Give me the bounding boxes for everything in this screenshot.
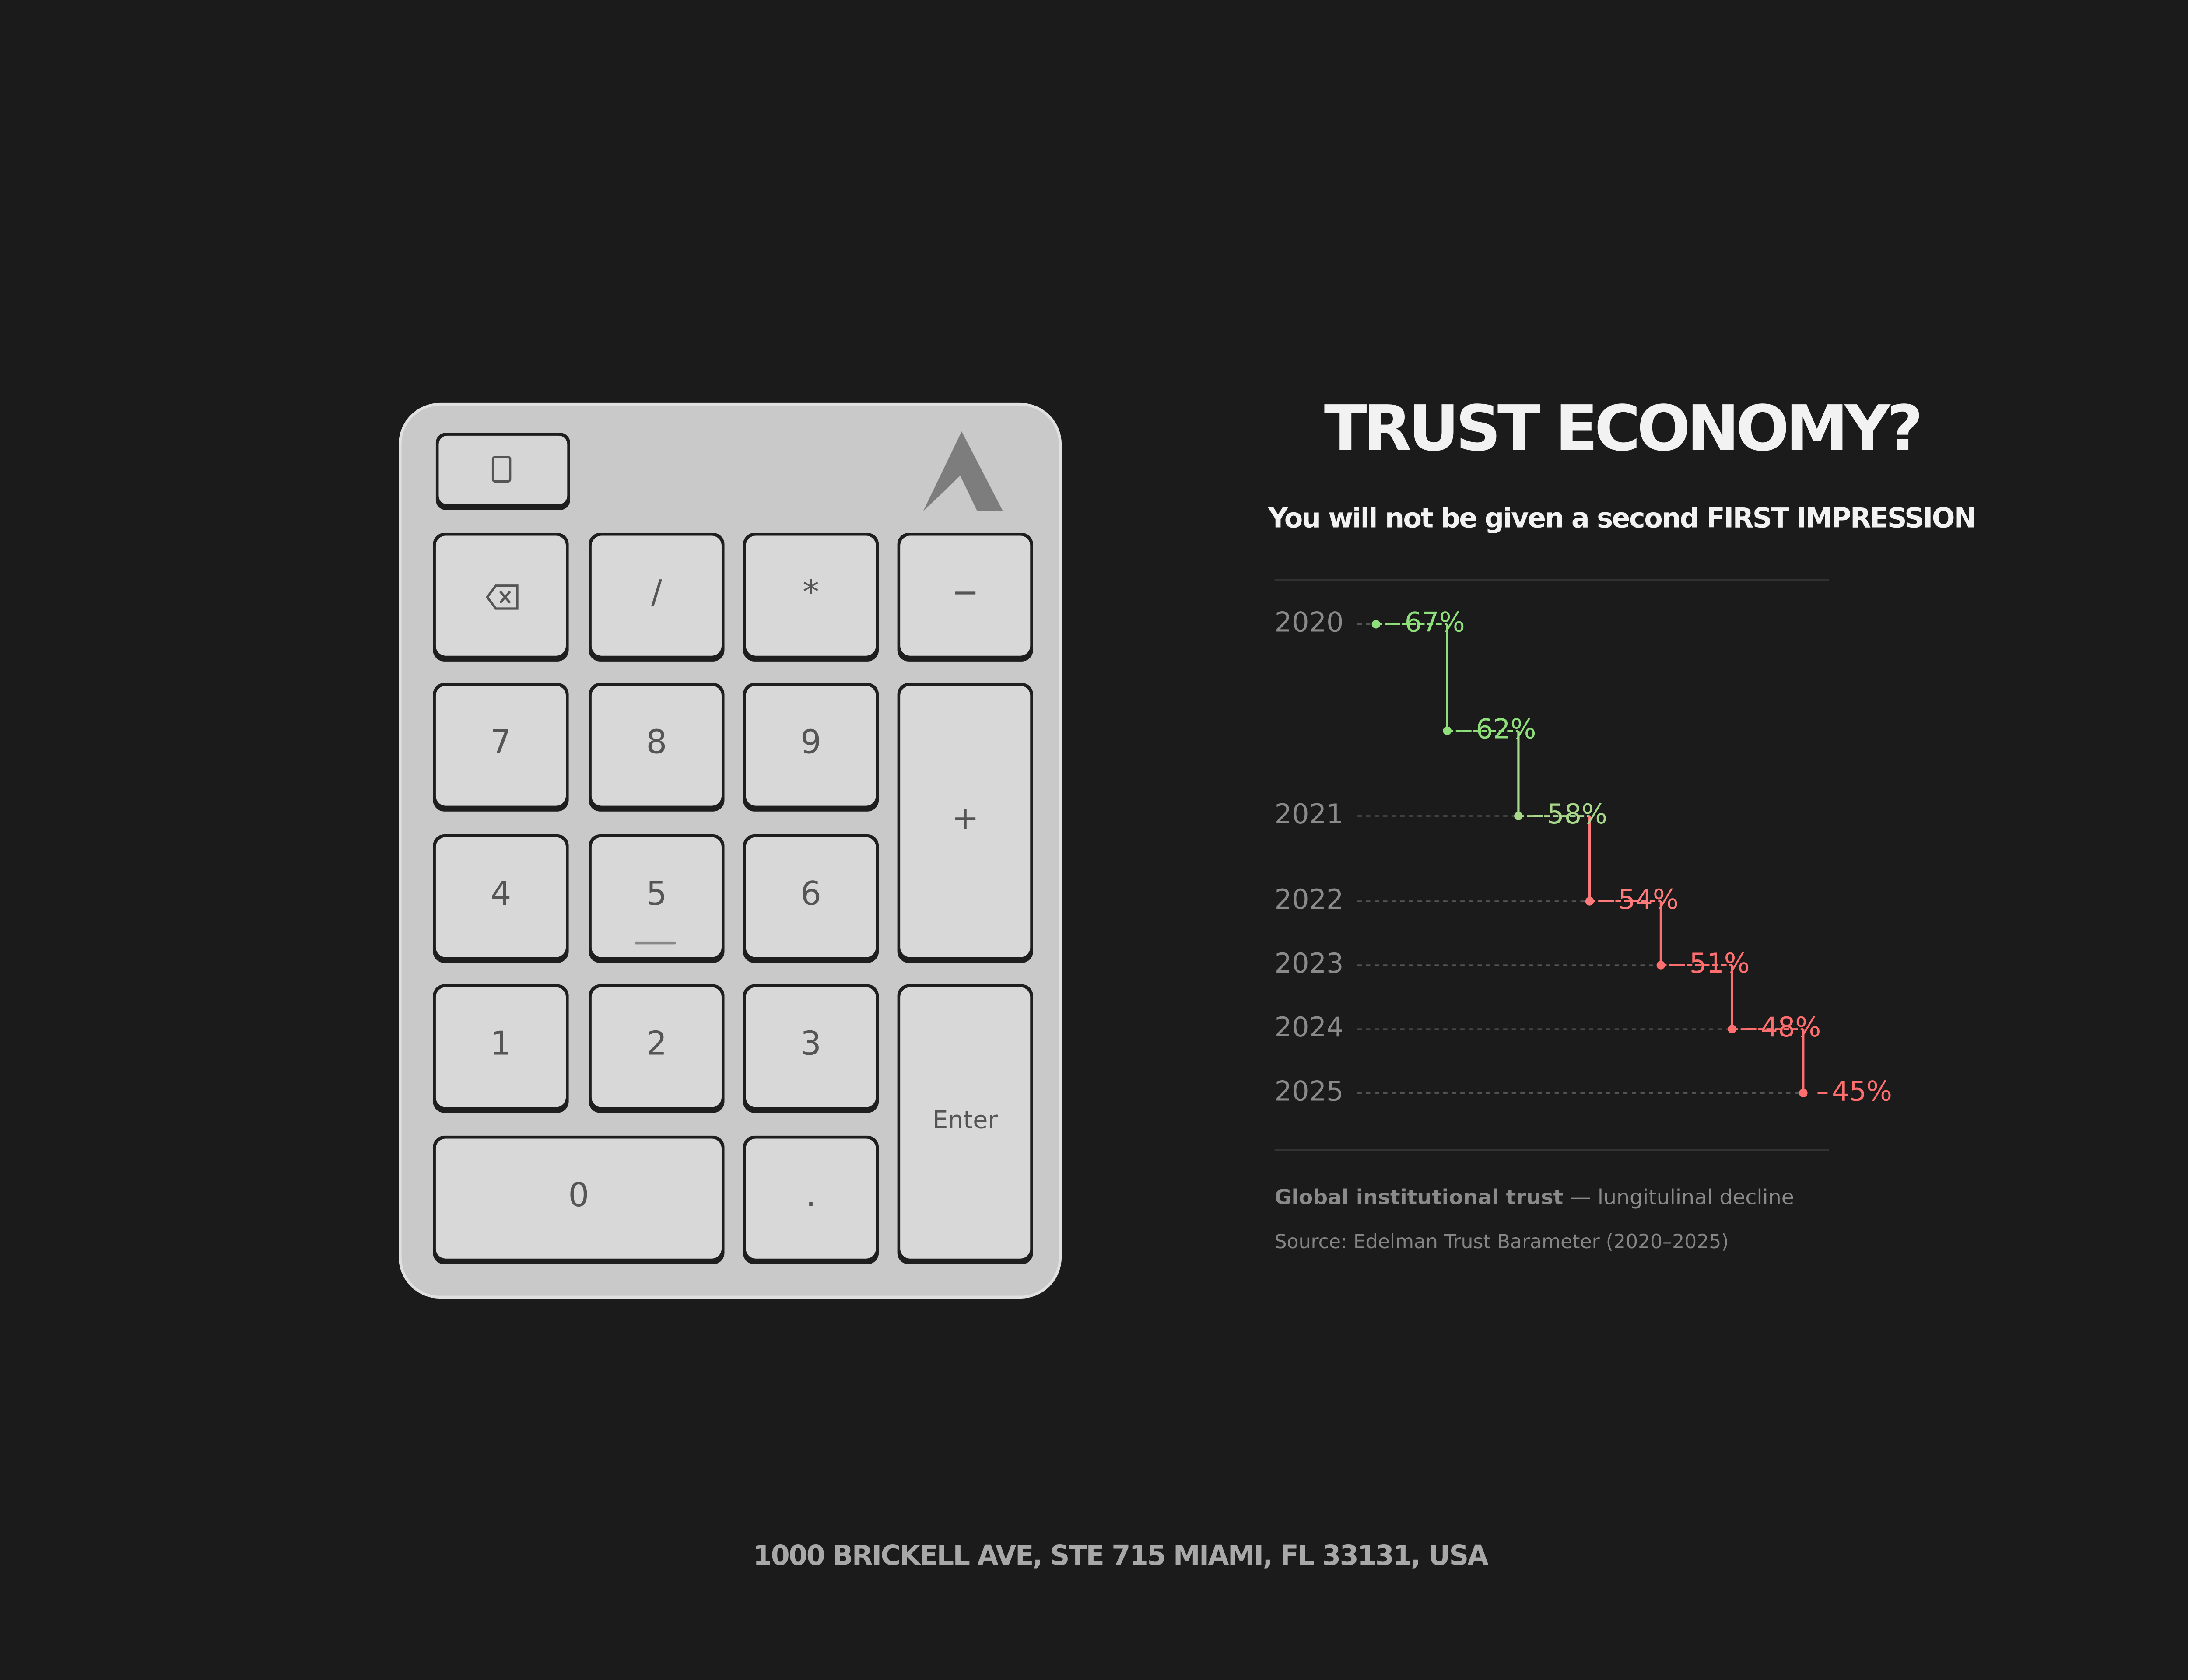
key — [435, 1138, 722, 1259]
key-label: 6 — [800, 874, 821, 913]
year-label: 2021 — [1275, 798, 1344, 830]
key-label: 5 — [646, 874, 667, 913]
key — [591, 536, 722, 656]
year-label: 2023 — [1275, 947, 1344, 979]
key — [435, 536, 566, 656]
key-label: 9 — [800, 723, 821, 761]
footer-address: 1000 BRICKELL AVE, STE 715 MIAMI, FL 331… — [753, 1539, 1488, 1571]
key — [746, 987, 876, 1107]
year-label: 2024 — [1275, 1011, 1344, 1043]
point — [1656, 961, 1666, 970]
point — [1443, 726, 1452, 735]
key — [900, 686, 1031, 957]
value-label: 45% — [1832, 1075, 1892, 1107]
value-label: 51% — [1690, 947, 1750, 979]
key — [746, 837, 876, 957]
key — [435, 686, 566, 806]
key — [591, 837, 722, 957]
logo — [923, 431, 1003, 511]
value-label: 58% — [1547, 798, 1607, 830]
key — [746, 536, 876, 656]
key-label: + — [951, 798, 979, 837]
point — [1799, 1088, 1808, 1098]
keypad: / * − 7 8 9 +4 5 6 1 2 3 Enter 0. — [399, 402, 1062, 1299]
key-label: 0 — [568, 1176, 589, 1214]
year-label: 2022 — [1275, 883, 1344, 915]
key-label: 2 — [646, 1024, 667, 1063]
key — [591, 987, 722, 1107]
key — [900, 987, 1031, 1259]
year-label: 2020 — [1275, 606, 1344, 638]
point — [1514, 812, 1523, 820]
key-label: 1 — [491, 1024, 512, 1063]
key — [746, 1138, 876, 1259]
key — [900, 536, 1031, 656]
key-label: − — [951, 573, 979, 611]
point — [1371, 620, 1381, 629]
calculator-key — [438, 435, 568, 504]
caption-rest: — lungitulinal decline — [1570, 1186, 1794, 1210]
chart-subtitle: You will not be given a second FIRST IMP… — [1268, 502, 1975, 534]
key — [435, 987, 566, 1107]
key — [591, 686, 722, 806]
chart-title: TRUST ECONOMY? — [1324, 392, 1920, 465]
key-label: 8 — [646, 723, 667, 761]
caption-bold: Global institutional trust — [1275, 1186, 1564, 1210]
caption: Global institutional trust — lungitulinal… — [1275, 1186, 1794, 1210]
key — [435, 837, 566, 957]
key-label: / — [651, 573, 663, 611]
value-label: 67% — [1405, 606, 1465, 638]
value-label: 48% — [1760, 1011, 1821, 1043]
key-label: * — [803, 573, 819, 611]
year-label: 2025 — [1275, 1075, 1344, 1107]
backspace-icon — [486, 584, 519, 610]
value-label: 62% — [1476, 713, 1536, 745]
key — [746, 686, 876, 806]
key-label: 7 — [491, 723, 512, 761]
calculator-icon — [491, 456, 512, 483]
key-label: 3 — [800, 1024, 821, 1063]
point — [1728, 1025, 1736, 1033]
source: Source: Edelman Trust Barameter (2020–20… — [1275, 1231, 1729, 1253]
key-label: 4 — [491, 874, 512, 913]
key-label: . — [806, 1176, 816, 1214]
value-label: 54% — [1618, 883, 1679, 915]
key-label: Enter — [933, 1106, 998, 1134]
point — [1585, 897, 1594, 906]
